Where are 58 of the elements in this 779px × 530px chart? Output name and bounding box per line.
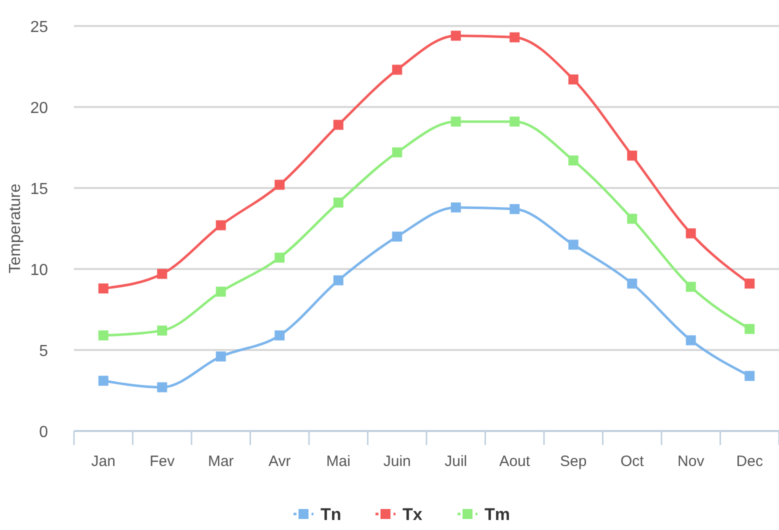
point xyxy=(333,198,344,208)
point xyxy=(157,326,168,336)
point xyxy=(274,180,285,190)
x-tick-label: Fev xyxy=(150,453,176,470)
point xyxy=(216,351,226,362)
y-tick-label: 10 xyxy=(30,262,48,279)
point xyxy=(392,147,402,158)
point xyxy=(274,252,285,263)
x-tick-label: Mai xyxy=(326,453,350,470)
y-tick-label: 5 xyxy=(39,343,48,360)
point xyxy=(568,74,578,84)
x-tick-label: Juin xyxy=(383,453,411,470)
point xyxy=(627,278,638,289)
point xyxy=(744,370,755,381)
point xyxy=(98,330,108,340)
point xyxy=(568,240,578,250)
y-axis-title: Temperature xyxy=(7,183,24,274)
point xyxy=(510,204,520,214)
point xyxy=(216,286,226,297)
point xyxy=(157,382,168,392)
x-tick-label: Aout xyxy=(499,453,531,470)
point xyxy=(450,116,461,127)
point xyxy=(450,30,461,41)
point xyxy=(686,228,696,238)
point xyxy=(392,232,402,242)
point xyxy=(333,120,344,130)
x-tick-label: Jan xyxy=(91,453,116,470)
x-tick-label: Mar xyxy=(208,453,234,470)
x-tick-label: Sep xyxy=(560,453,587,470)
point xyxy=(392,64,402,75)
point xyxy=(157,268,168,279)
point xyxy=(98,283,108,294)
legend-label: Tn xyxy=(320,505,342,524)
x-tick-label: Avr xyxy=(268,453,291,470)
point xyxy=(686,282,696,292)
point xyxy=(744,324,755,334)
point xyxy=(274,330,285,340)
point xyxy=(216,220,226,230)
point xyxy=(510,116,520,127)
x-tick-label: Oct xyxy=(620,453,645,470)
point xyxy=(686,335,696,346)
y-tick-label: 25 xyxy=(30,19,48,36)
point xyxy=(627,150,638,161)
point xyxy=(568,155,578,166)
point xyxy=(333,275,344,286)
x-tick-label: Nov xyxy=(678,453,705,470)
point xyxy=(450,202,461,212)
y-tick-label: 0 xyxy=(39,424,48,441)
x-tick-label: Juil xyxy=(444,453,468,470)
y-tick-label: 20 xyxy=(30,100,48,117)
point xyxy=(510,32,520,42)
x-tick-label: Dec xyxy=(736,453,764,470)
point xyxy=(744,278,755,289)
legend-label: Tx xyxy=(402,505,423,524)
legend-label: Tm xyxy=(484,505,510,524)
point xyxy=(98,376,108,386)
point xyxy=(627,214,638,224)
y-tick-label: 15 xyxy=(30,181,48,198)
